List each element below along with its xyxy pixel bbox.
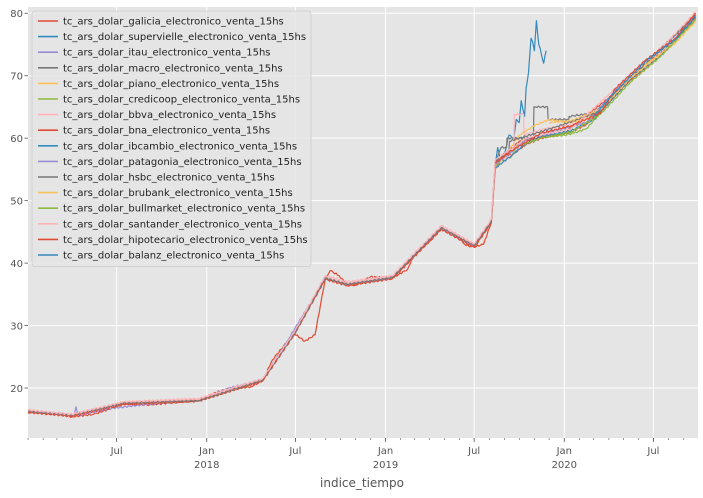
y-tick-label: 50: [10, 197, 23, 208]
y-tick-label: 20: [10, 384, 23, 395]
x-tick-label: Jan: [377, 446, 393, 457]
x-tick-sublabel: 2019: [373, 460, 398, 471]
legend-label: tc_ars_dolar_credicoop_electronico_venta…: [63, 95, 300, 106]
series-line-tc_ars_dolar_santander_electronico_venta_15hs: [27, 11, 696, 416]
axes: 20 30 40 50 60 70 80 Jul Jan 2018 Jul Jan 2019 Jul Jan…: [10, 9, 685, 471]
legend-label: tc_ars_dolar_supervielle_electronico_ven…: [63, 32, 306, 43]
x-axis-label: indice_tiempo: [320, 476, 404, 490]
x-tick-label: Jul: [110, 446, 123, 457]
legend-label: tc_ars_dolar_bna_electronico_venta_15hs: [63, 126, 270, 137]
y-tick-label: 70: [10, 72, 23, 83]
y-tick-label: 40: [10, 259, 23, 270]
series-line-tc_ars_dolar_balanz_electronico_venta_15hs: [593, 16, 697, 117]
legend-label: tc_ars_dolar_bbva_electronico_venta_15hs: [63, 110, 276, 121]
x-tick-sublabel: 2018: [194, 460, 219, 471]
legend-label: tc_ars_dolar_itau_electronico_venta_15hs: [63, 48, 271, 59]
x-tick-label: Jul: [467, 446, 480, 457]
x-tick-sublabel: 2020: [552, 460, 577, 471]
x-tick-label: Jul: [288, 446, 301, 457]
legend-label: tc_ars_dolar_bullmarket_electronico_vent…: [63, 204, 305, 215]
legend-label: tc_ars_dolar_piano_electronico_venta_15h…: [63, 79, 279, 90]
series-line-tc_ars_dolar_hipotecario_electronico_venta_15hs: [494, 12, 697, 164]
series-line-tc_ars_dolar_bullmarket_electronico_venta_15hs: [519, 19, 696, 147]
legend-label: tc_ars_dolar_santander_electronico_venta…: [63, 219, 302, 230]
legend-label: tc_ars_dolar_patagonia_electronico_venta…: [63, 157, 302, 168]
legend: tc_ars_dolar_galicia_electronico_venta_1…: [31, 10, 312, 268]
y-tick-label: 80: [10, 9, 23, 20]
legend-label: tc_ars_dolar_balanz_electronico_venta_15…: [63, 251, 284, 262]
legend-label: tc_ars_dolar_hipotecario_electronico_ven…: [63, 235, 308, 246]
x-tick-label: Jan: [556, 446, 572, 457]
x-tick-label: Jul: [646, 446, 659, 457]
legend-label: tc_ars_dolar_macro_electronico_venta_15h…: [63, 63, 283, 74]
legend-label: tc_ars_dolar_galicia_electronico_venta_1…: [63, 17, 284, 28]
series-lines: [27, 11, 697, 419]
legend-label: tc_ars_dolar_brubank_electronico_venta_1…: [63, 188, 293, 199]
legend-label: tc_ars_dolar_hsbc_electronico_venta_15hs: [63, 173, 275, 184]
x-tick-label: Jan: [198, 446, 214, 457]
y-tick-label: 60: [10, 134, 23, 145]
legend-box: [31, 10, 312, 268]
legend-label: tc_ars_dolar_ibcambio_electronico_venta_…: [63, 141, 297, 152]
y-tick-label: 30: [10, 322, 23, 333]
